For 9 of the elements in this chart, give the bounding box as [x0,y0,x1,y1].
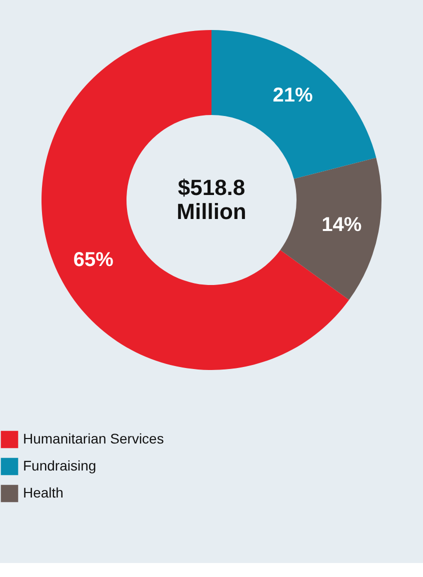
legend-label: Humanitarian Services [23,430,164,446]
data-label: 14% [322,214,362,236]
legend-label: Fundraising [23,458,96,474]
legend-label: Health [23,484,64,500]
data-label: 21% [272,84,313,106]
data-label: 65% [73,249,114,272]
donut-slice [280,158,382,300]
text: $518.8 Million [176,175,246,224]
donut-slice [212,30,376,179]
